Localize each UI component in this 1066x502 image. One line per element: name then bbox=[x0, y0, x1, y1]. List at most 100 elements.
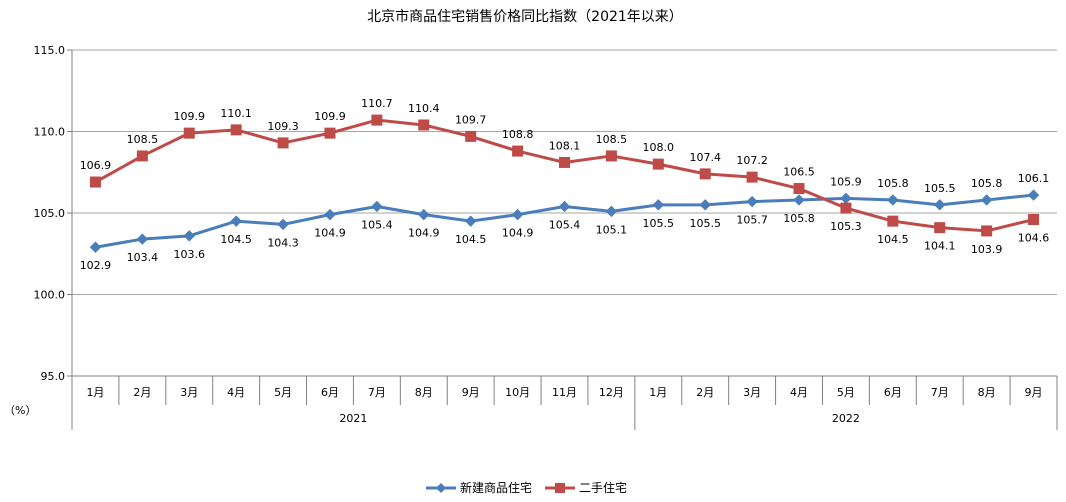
data-point bbox=[652, 199, 665, 211]
data-label: 108.1 bbox=[549, 139, 581, 152]
data-label: 104.5 bbox=[877, 233, 909, 246]
x-category-label: 8月 bbox=[978, 386, 996, 399]
data-point bbox=[465, 130, 477, 142]
y-tick-label: 115.0 bbox=[34, 44, 66, 57]
x-category-label: 1月 bbox=[649, 386, 667, 399]
data-point bbox=[1027, 189, 1040, 201]
data-label: 105.8 bbox=[971, 177, 1003, 190]
data-label: 108.5 bbox=[127, 133, 159, 146]
data-point bbox=[699, 168, 711, 180]
data-point bbox=[887, 215, 899, 227]
data-label: 105.8 bbox=[783, 212, 815, 225]
series-line bbox=[94, 118, 1034, 233]
data-point bbox=[418, 119, 430, 131]
data-label: 108.0 bbox=[643, 141, 675, 154]
x-category-label: 4月 bbox=[790, 386, 808, 399]
legend-marker bbox=[436, 483, 446, 493]
data-point bbox=[840, 202, 852, 214]
y-tick-label: 100.0 bbox=[34, 289, 66, 302]
x-category-label: 3月 bbox=[180, 386, 198, 399]
x-category-label: 10月 bbox=[505, 386, 530, 399]
data-label: 105.8 bbox=[877, 177, 909, 190]
data-label: 105.4 bbox=[549, 218, 581, 231]
data-label: 103.4 bbox=[127, 251, 159, 264]
data-label: 104.5 bbox=[455, 233, 487, 246]
x-year-group-label: 2022 bbox=[832, 412, 860, 425]
x-category-label: 11月 bbox=[552, 386, 577, 399]
x-category-label: 6月 bbox=[884, 386, 902, 399]
data-point bbox=[793, 194, 805, 206]
data-label: 106.1 bbox=[1018, 172, 1050, 185]
data-label: 103.6 bbox=[174, 248, 206, 261]
data-point bbox=[511, 208, 524, 221]
data-point bbox=[371, 200, 383, 213]
data-label: 109.7 bbox=[455, 113, 487, 126]
data-point bbox=[136, 150, 148, 162]
legend-label: 二手住宅 bbox=[579, 480, 627, 495]
data-point bbox=[605, 205, 618, 218]
x-category-label: 2月 bbox=[696, 386, 714, 399]
data-label: 110.7 bbox=[361, 97, 393, 110]
data-point bbox=[230, 215, 242, 227]
data-point bbox=[746, 195, 758, 208]
data-label: 104.3 bbox=[267, 236, 299, 249]
y-tick-label: 105.0 bbox=[34, 207, 66, 220]
legend: 新建商品住宅 二手住宅 bbox=[426, 480, 627, 495]
data-label: 109.9 bbox=[314, 110, 346, 123]
data-label: 104.1 bbox=[924, 240, 956, 253]
axes bbox=[67, 49, 1058, 430]
data-label: 106.9 bbox=[80, 159, 112, 172]
data-label: 106.5 bbox=[783, 166, 815, 179]
data-label: 105.4 bbox=[361, 218, 393, 231]
data-label: 102.9 bbox=[80, 259, 112, 272]
data-point bbox=[699, 199, 711, 211]
data-point bbox=[512, 145, 524, 157]
x-category-label: 2月 bbox=[133, 386, 151, 399]
data-label: 104.9 bbox=[408, 227, 440, 240]
gridlines bbox=[72, 49, 1057, 377]
data-label: 104.6 bbox=[1018, 232, 1050, 245]
x-category-label: 5月 bbox=[274, 386, 292, 399]
x-category-label: 3月 bbox=[743, 386, 761, 399]
x-category-label: 6月 bbox=[321, 386, 339, 399]
data-label: 105.7 bbox=[736, 214, 768, 227]
data-label: 107.2 bbox=[736, 154, 768, 167]
data-point bbox=[277, 137, 289, 149]
data-point bbox=[464, 215, 477, 227]
data-point bbox=[136, 233, 149, 245]
y-axis-ticks: 115.0 110.0 105.0 100.0 95.0 bbox=[34, 44, 66, 383]
data-label: 108.8 bbox=[502, 128, 534, 141]
x-category-label: 7月 bbox=[931, 386, 949, 399]
data-point bbox=[559, 156, 570, 168]
chart-title: 北京市商品住宅销售价格同比指数（2021年以来） bbox=[367, 8, 683, 25]
data-point bbox=[605, 150, 617, 162]
x-category-label: 4月 bbox=[227, 386, 245, 399]
data-point bbox=[324, 208, 336, 221]
data-point bbox=[887, 194, 899, 206]
data-labels: 102.9 103.4 103.6 104.5 104.3 104.9 105.4 104.9… bbox=[80, 97, 1050, 272]
y-tick-label: 95.0 bbox=[41, 370, 66, 383]
x-category-label: 5月 bbox=[837, 386, 855, 399]
data-point bbox=[324, 127, 336, 139]
data-point bbox=[980, 194, 993, 206]
legend-label: 新建商品住宅 bbox=[460, 480, 532, 495]
data-label: 109.9 bbox=[174, 110, 206, 123]
data-point bbox=[793, 183, 805, 195]
data-point bbox=[183, 127, 195, 139]
y-tick-label: 110.0 bbox=[34, 126, 66, 139]
data-label: 104.5 bbox=[220, 233, 252, 246]
series-lines bbox=[89, 114, 1040, 253]
data-point bbox=[934, 199, 946, 211]
data-point bbox=[277, 218, 289, 231]
data-label: 105.5 bbox=[689, 217, 721, 230]
data-point bbox=[981, 225, 993, 237]
data-point bbox=[371, 114, 383, 126]
data-point bbox=[230, 124, 242, 136]
x-category-label: 9月 bbox=[1025, 386, 1043, 399]
data-label: 104.9 bbox=[314, 227, 346, 240]
data-point bbox=[934, 222, 946, 234]
data-label: 103.9 bbox=[971, 243, 1003, 256]
x-category-label: 12月 bbox=[599, 386, 624, 399]
